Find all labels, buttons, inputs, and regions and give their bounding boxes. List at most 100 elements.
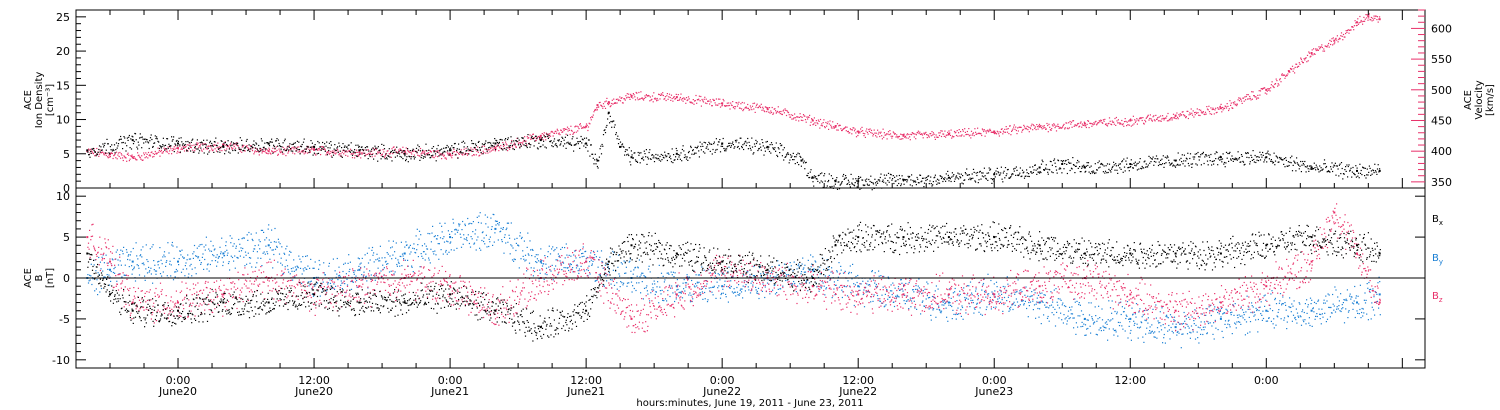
velocity-point — [628, 93, 630, 95]
velocity-point — [256, 151, 258, 153]
density-point — [985, 178, 987, 180]
density-point — [293, 142, 295, 144]
density-point — [330, 144, 332, 146]
density-point — [661, 159, 663, 161]
density-point — [802, 158, 804, 160]
density-point — [132, 143, 135, 145]
density-point — [464, 142, 466, 144]
by-point — [628, 282, 630, 284]
by-point — [560, 248, 562, 250]
density-point — [1021, 169, 1024, 171]
velocity-point — [1221, 106, 1224, 109]
density-point — [328, 149, 330, 152]
velocity-point — [1030, 125, 1032, 127]
density-point — [354, 152, 356, 154]
by-point — [106, 274, 108, 276]
by-point — [356, 279, 358, 282]
density-point — [1092, 170, 1094, 172]
density-point — [1064, 163, 1066, 165]
density-point — [958, 178, 960, 180]
velocity-point — [410, 152, 412, 154]
density-point — [222, 145, 224, 147]
velocity-point — [885, 133, 888, 135]
by-point — [431, 232, 433, 234]
velocity-point — [302, 151, 304, 153]
density-point — [109, 146, 111, 148]
velocity-point — [271, 150, 273, 153]
density-point — [940, 175, 942, 177]
velocity-point — [418, 155, 420, 157]
velocity-point — [1220, 103, 1222, 105]
by-point — [648, 265, 650, 267]
density-point — [1038, 172, 1041, 174]
by-point — [491, 226, 493, 228]
velocity-point — [171, 149, 173, 152]
by-point — [449, 242, 451, 244]
density-point — [1218, 156, 1220, 158]
velocity-point — [834, 125, 837, 128]
velocity-point — [143, 152, 145, 154]
velocity-point — [303, 153, 305, 155]
density-point — [211, 142, 213, 144]
by-point — [243, 237, 245, 239]
velocity-point — [944, 130, 946, 132]
density-point — [775, 150, 777, 152]
density-point — [1171, 162, 1173, 164]
by-point — [200, 263, 202, 265]
density-point — [474, 147, 476, 149]
by-point — [456, 231, 459, 233]
by-point — [157, 261, 159, 263]
density-point — [264, 142, 266, 144]
velocity-point — [1342, 33, 1345, 36]
by-point — [221, 257, 223, 259]
by-point — [276, 246, 278, 248]
density-point — [324, 143, 326, 145]
by-point — [502, 227, 504, 229]
velocity-point — [276, 149, 278, 151]
density-point — [469, 150, 471, 152]
density-point — [511, 141, 513, 143]
density-point — [792, 152, 794, 154]
velocity-point — [942, 133, 944, 135]
density-point — [1226, 157, 1228, 159]
by-point — [384, 257, 386, 259]
density-point — [1120, 168, 1122, 170]
by-point — [583, 270, 586, 272]
velocity-point — [721, 105, 723, 107]
by-point — [141, 262, 143, 265]
density-point — [633, 152, 635, 154]
density-point — [1374, 170, 1377, 172]
density-point — [231, 144, 233, 146]
velocity-point — [236, 142, 238, 144]
velocity-point — [822, 122, 824, 124]
by-point — [683, 288, 685, 290]
density-point — [815, 175, 817, 178]
velocity-point — [1164, 118, 1166, 120]
density-point — [846, 183, 848, 185]
density-point — [1240, 154, 1243, 156]
density-point — [1053, 159, 1055, 162]
velocity-point — [909, 136, 911, 138]
velocity-point — [1106, 125, 1109, 127]
density-point — [1151, 158, 1153, 160]
velocity-point — [234, 143, 236, 145]
density-point — [796, 154, 798, 156]
density-point — [519, 147, 521, 149]
density-point — [1117, 165, 1119, 167]
density-point — [969, 177, 971, 179]
velocity-point — [1368, 13, 1370, 15]
density-point — [821, 172, 823, 174]
by-point — [91, 283, 93, 286]
velocity-point — [579, 124, 581, 126]
velocity-point — [892, 131, 894, 133]
density-point — [799, 155, 801, 157]
by-point — [294, 276, 296, 278]
velocity-point — [780, 110, 782, 113]
density-point — [1089, 166, 1091, 168]
by-point — [514, 238, 516, 240]
velocity-point — [862, 130, 864, 132]
density-point — [752, 153, 754, 155]
density-point — [793, 159, 795, 161]
by-point — [328, 265, 330, 267]
velocity-point — [713, 99, 715, 101]
